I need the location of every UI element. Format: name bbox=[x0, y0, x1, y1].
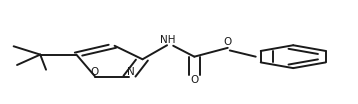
Text: O: O bbox=[190, 75, 198, 85]
Text: N: N bbox=[127, 67, 135, 77]
Text: O: O bbox=[224, 37, 232, 47]
Text: NH: NH bbox=[160, 35, 175, 45]
Text: O: O bbox=[90, 67, 98, 77]
